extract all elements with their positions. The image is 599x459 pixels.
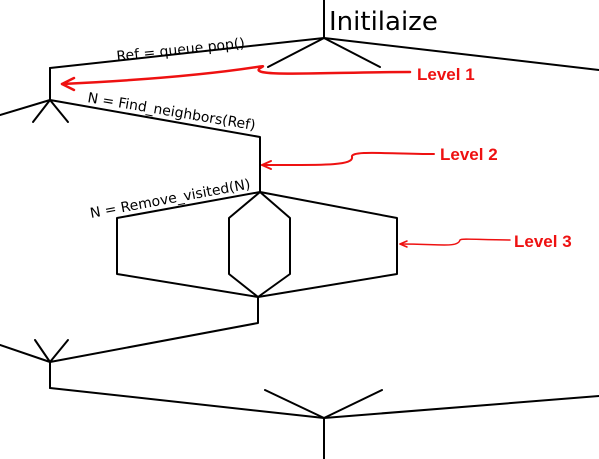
branch-left bbox=[49, 37, 325, 69]
branch-right bbox=[323, 37, 599, 71]
neighbors-edge-label: N = Find_neighbors(Ref) bbox=[86, 90, 256, 134]
left-out bbox=[0, 99, 51, 116]
ref-edge-label: Ref = queue.pop() bbox=[116, 36, 246, 65]
level-1-label: Level 1 bbox=[417, 65, 475, 84]
level-3-arrowhead bbox=[399, 240, 408, 248]
level-2-arrow bbox=[261, 151, 435, 167]
level-3-label: Level 3 bbox=[514, 232, 572, 251]
level-2-label: Level 2 bbox=[440, 145, 498, 164]
level-3-arrow bbox=[399, 238, 511, 246]
bottom-join bbox=[49, 387, 599, 419]
initialize-title: Initilaize bbox=[329, 7, 438, 37]
merge-edge bbox=[0, 296, 259, 363]
neighbors-edge bbox=[49, 99, 261, 193]
remove-visited-label: N = Remove_visited(N) bbox=[89, 177, 252, 222]
level-2-arrowhead bbox=[261, 160, 272, 170]
level-1-arrowhead bbox=[60, 76, 76, 92]
level-1-arrow bbox=[60, 65, 412, 86]
inner-hexagon bbox=[228, 191, 291, 298]
